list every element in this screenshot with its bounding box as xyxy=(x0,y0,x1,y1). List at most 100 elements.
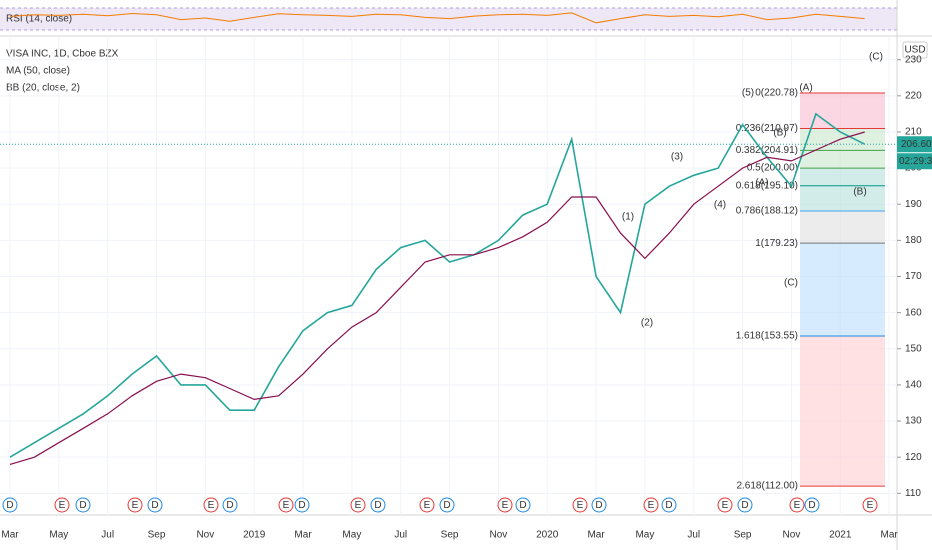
x-tick-label: May xyxy=(49,530,68,541)
fib-zone xyxy=(800,92,885,129)
event-label: E xyxy=(577,500,584,511)
fib-label: 0.5(200.00) xyxy=(747,163,798,174)
event-label: E xyxy=(283,500,290,511)
fib-label: 0(220.78) xyxy=(755,88,798,99)
series-line xyxy=(9,112,866,458)
event-marker xyxy=(661,497,677,513)
event-marker xyxy=(497,497,513,513)
event-marker xyxy=(54,497,70,513)
event-label: E xyxy=(132,500,139,511)
event-marker xyxy=(515,497,531,513)
fib-zone xyxy=(800,211,885,244)
last-price-box xyxy=(897,136,932,153)
y-tick-label: 110 xyxy=(905,488,921,499)
event-marker xyxy=(203,497,219,513)
event-label: E xyxy=(722,500,729,511)
x-tick-label: 2021 xyxy=(829,530,852,541)
currency-box[interactable] xyxy=(902,41,928,59)
event-marker xyxy=(75,497,91,513)
wave-label: (2) xyxy=(641,318,653,329)
legend-entry: MA (50, close) xyxy=(6,66,70,77)
event-label: D xyxy=(79,500,86,511)
countdown: 02:29:32 xyxy=(899,156,932,167)
wave-label: (B) xyxy=(853,187,866,198)
event-marker xyxy=(737,497,753,513)
event-label: E xyxy=(648,500,655,511)
event-marker xyxy=(127,497,143,513)
wave-label: (C) xyxy=(869,52,883,63)
fib-zone xyxy=(800,128,885,151)
event-marker xyxy=(591,497,607,513)
fib-zone xyxy=(800,335,885,487)
event-marker xyxy=(147,497,163,513)
event-marker xyxy=(862,497,878,513)
wave-label: (A) xyxy=(755,178,768,189)
event-marker xyxy=(804,497,820,513)
y-tick-label: 220 xyxy=(905,90,922,101)
event-marker xyxy=(439,497,455,513)
x-tick-label: Nov xyxy=(490,530,508,541)
currency: USD xyxy=(904,45,925,56)
y-tick-label: 120 xyxy=(905,452,922,463)
event-marker xyxy=(278,497,294,513)
wave-label: (A) xyxy=(799,83,812,94)
event-marker xyxy=(789,497,805,513)
event-label: E xyxy=(424,500,431,511)
x-tick-label: Jul xyxy=(394,530,407,541)
event-marker xyxy=(294,497,310,513)
y-tick-label: 180 xyxy=(905,235,922,246)
event-label: E xyxy=(59,500,66,511)
event-label: E xyxy=(208,500,215,511)
fib-label: 2.618(112.00) xyxy=(736,481,798,492)
fib-label: 0.236(210.97) xyxy=(736,123,798,134)
event-marker xyxy=(572,497,588,513)
event-label: D xyxy=(741,500,748,511)
fib-zone xyxy=(800,168,885,186)
x-tick-label: Jul xyxy=(101,530,114,541)
y-tick-label: 210 xyxy=(905,127,922,138)
event-label: D xyxy=(374,500,381,511)
wave-label: (4) xyxy=(714,200,726,211)
event-marker xyxy=(350,497,366,513)
event-marker xyxy=(2,497,18,513)
x-tick-label: Sep xyxy=(734,530,752,541)
y-tick-label: 150 xyxy=(905,343,922,354)
event-label: D xyxy=(519,500,526,511)
event-label: D xyxy=(226,500,233,511)
event-marker xyxy=(370,497,386,513)
rsi-label: RSI (14, close) xyxy=(6,14,72,25)
y-tick-label: 230 xyxy=(905,54,922,65)
event-label: D xyxy=(6,500,13,511)
x-tick-label: Sep xyxy=(148,530,166,541)
x-tick-label: Nov xyxy=(783,530,801,541)
chart-title: VISA INC, 1D, Cboe BZX xyxy=(6,49,119,60)
x-tick-label: 2019 xyxy=(243,530,266,541)
event-label: D xyxy=(151,500,158,511)
event-marker xyxy=(643,497,659,513)
x-tick-label: Mar xyxy=(294,530,312,541)
rsi-line xyxy=(9,12,865,24)
wave-label: (3) xyxy=(671,152,683,163)
event-label: D xyxy=(298,500,305,511)
event-marker xyxy=(717,497,733,513)
wave-label: (5) xyxy=(742,88,754,99)
x-tick-label: Mar xyxy=(881,530,899,541)
fib-label: 0.786(188.12) xyxy=(736,206,798,217)
fib-label: 1(179.23) xyxy=(755,238,798,249)
series-line xyxy=(9,131,865,465)
x-tick-label: Jul xyxy=(687,530,700,541)
event-marker xyxy=(419,497,435,513)
indicator-label: BB (20, close, 2) xyxy=(6,83,80,94)
event-label: E xyxy=(355,500,362,511)
fib-zone xyxy=(800,185,885,212)
event-marker xyxy=(222,497,238,513)
x-tick-label: Sep xyxy=(441,530,459,541)
x-tick-label: Nov xyxy=(196,530,214,541)
fib-zone xyxy=(800,150,885,169)
wave-label: (1) xyxy=(622,212,634,223)
x-tick-label: 2020 xyxy=(536,530,559,541)
countdown-box xyxy=(897,153,932,170)
event-label: D xyxy=(808,500,815,511)
fib-label: 0.382(204.91) xyxy=(736,145,798,156)
